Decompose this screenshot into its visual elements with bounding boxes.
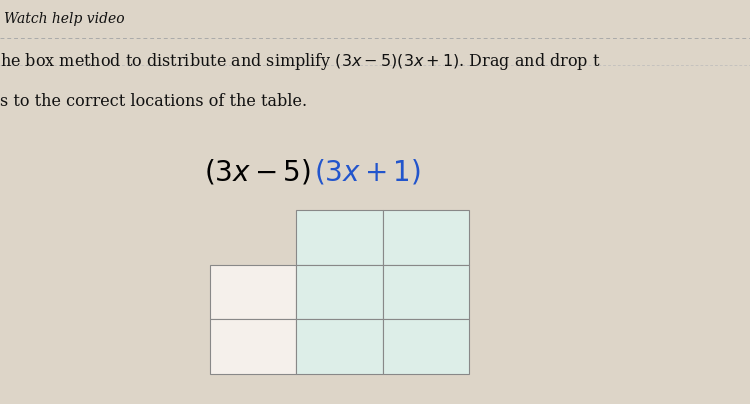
Text: s to the correct locations of the table.: s to the correct locations of the table. — [0, 93, 308, 110]
Text: $(3x-5)$: $(3x-5)$ — [204, 157, 311, 186]
Bar — [296, 265, 382, 319]
Bar — [296, 210, 382, 265]
Text: $(3x+1)$: $(3x+1)$ — [314, 157, 421, 186]
Text: Watch help video: Watch help video — [4, 12, 124, 26]
Bar — [382, 265, 469, 319]
Bar — [210, 265, 296, 319]
Bar — [296, 319, 382, 374]
Bar — [382, 210, 469, 265]
Bar — [382, 319, 469, 374]
Bar — [210, 319, 296, 374]
Text: he box method to distribute and simplify $(3x-5)(3x+1)$. Drag and drop t: he box method to distribute and simplify… — [0, 50, 601, 72]
